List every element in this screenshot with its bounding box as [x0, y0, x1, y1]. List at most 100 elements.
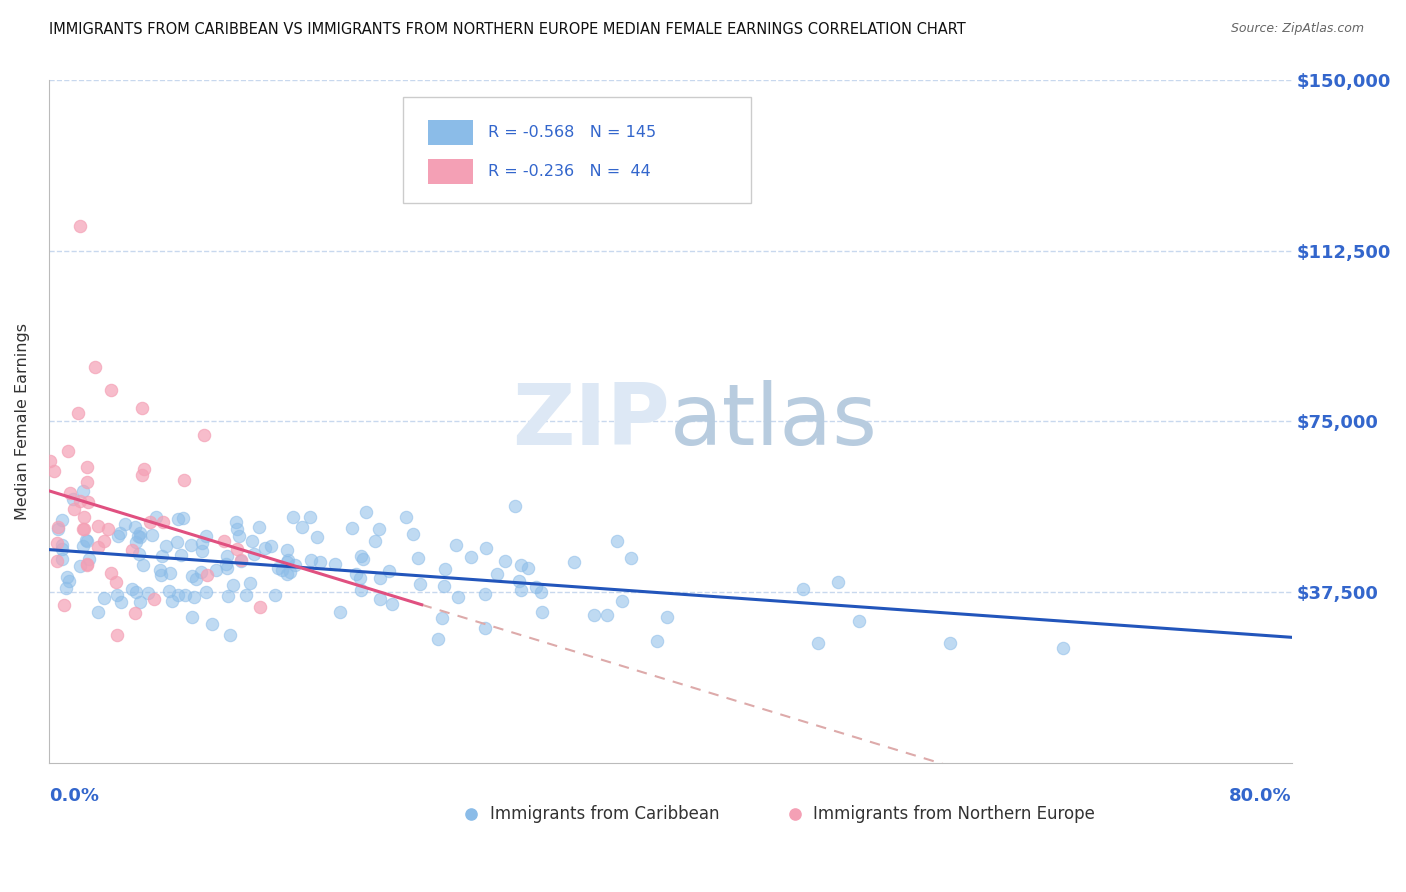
Point: [63, 501, 86, 516]
Point: [139, 516, 162, 530]
Point: [76, 459, 98, 474]
Point: [494, 554, 516, 568]
Point: [276, 543, 298, 558]
Point: [56, 444, 79, 458]
Point: [340, 521, 363, 535]
Point: [433, 562, 456, 576]
Point: [77, 552, 100, 566]
Point: [46, 536, 69, 550]
Point: [66, 406, 89, 420]
Point: [39, 454, 62, 468]
Point: [125, 584, 148, 599]
Point: [77, 495, 100, 509]
Point: [195, 584, 218, 599]
Point: [195, 529, 218, 543]
Text: ZIP: ZIP: [513, 380, 671, 463]
Text: IMMIGRANTS FROM CARIBBEAN VS IMMIGRANTS FROM NORTHERN EUROPE MEDIAN FEMALE EARNI: IMMIGRANTS FROM CARIBBEAN VS IMMIGRANTS …: [49, 22, 966, 37]
Point: [136, 586, 159, 600]
Point: [72, 522, 94, 536]
Point: [212, 534, 235, 549]
Point: [62, 492, 84, 507]
Point: [970, 756, 993, 770]
Point: [267, 561, 290, 575]
Point: [108, 526, 131, 541]
Point: [524, 580, 547, 594]
Point: [87, 606, 110, 620]
Point: [655, 610, 678, 624]
Point: [240, 534, 263, 549]
Point: [283, 510, 305, 524]
Point: [105, 588, 128, 602]
Point: [447, 591, 470, 605]
Point: [124, 520, 146, 534]
Point: [173, 473, 195, 487]
Point: [129, 526, 152, 541]
Text: R = -0.568   N = 145: R = -0.568 N = 145: [488, 125, 655, 140]
Point: [100, 383, 122, 397]
Point: [174, 588, 197, 602]
Point: [51, 538, 73, 552]
Text: Immigrants from Caribbean: Immigrants from Caribbean: [491, 805, 720, 823]
Point: [284, 558, 307, 573]
Point: [460, 549, 482, 564]
Point: [121, 543, 143, 558]
Point: [226, 542, 249, 557]
Point: [299, 553, 322, 567]
FancyBboxPatch shape: [427, 159, 472, 184]
Point: [190, 565, 212, 579]
Point: [307, 530, 329, 544]
Point: [124, 606, 146, 620]
Point: [215, 560, 238, 574]
Point: [645, 634, 668, 648]
Point: [76, 557, 98, 571]
Point: [58, 574, 80, 588]
Point: [264, 588, 287, 602]
Point: [508, 574, 530, 588]
Point: [160, 594, 183, 608]
Point: [378, 564, 401, 578]
Point: [225, 522, 247, 536]
Point: [167, 588, 190, 602]
Point: [247, 520, 270, 534]
Point: [582, 607, 605, 622]
Point: [125, 534, 148, 549]
Point: [131, 558, 153, 573]
Text: 0.0%: 0.0%: [49, 787, 98, 805]
Point: [107, 529, 129, 543]
Point: [792, 582, 814, 596]
Point: [350, 549, 373, 563]
Point: [105, 574, 128, 589]
Point: [291, 520, 314, 534]
Point: [596, 608, 619, 623]
Point: [72, 484, 94, 499]
Point: [87, 541, 110, 555]
Point: [503, 499, 526, 513]
Point: [217, 590, 239, 604]
Point: [55, 581, 77, 595]
Text: atlas: atlas: [671, 380, 879, 463]
Point: [215, 549, 238, 563]
Text: R = -0.236   N =  44: R = -0.236 N = 44: [488, 164, 651, 179]
Point: [253, 541, 276, 555]
Point: [433, 579, 456, 593]
Point: [426, 632, 449, 647]
Point: [129, 530, 152, 544]
Point: [59, 486, 82, 500]
Point: [381, 597, 404, 611]
Point: [42, 464, 65, 478]
Point: [157, 584, 180, 599]
Point: [180, 610, 202, 624]
Point: [239, 575, 262, 590]
Point: [93, 533, 115, 548]
Point: [364, 533, 387, 548]
Point: [127, 529, 149, 543]
Point: [114, 517, 136, 532]
Point: [180, 538, 202, 552]
Point: [75, 533, 97, 548]
Point: [278, 565, 301, 579]
Point: [350, 582, 373, 597]
Point: [76, 475, 98, 489]
Point: [172, 511, 194, 525]
Point: [807, 635, 830, 649]
Point: [249, 600, 271, 615]
